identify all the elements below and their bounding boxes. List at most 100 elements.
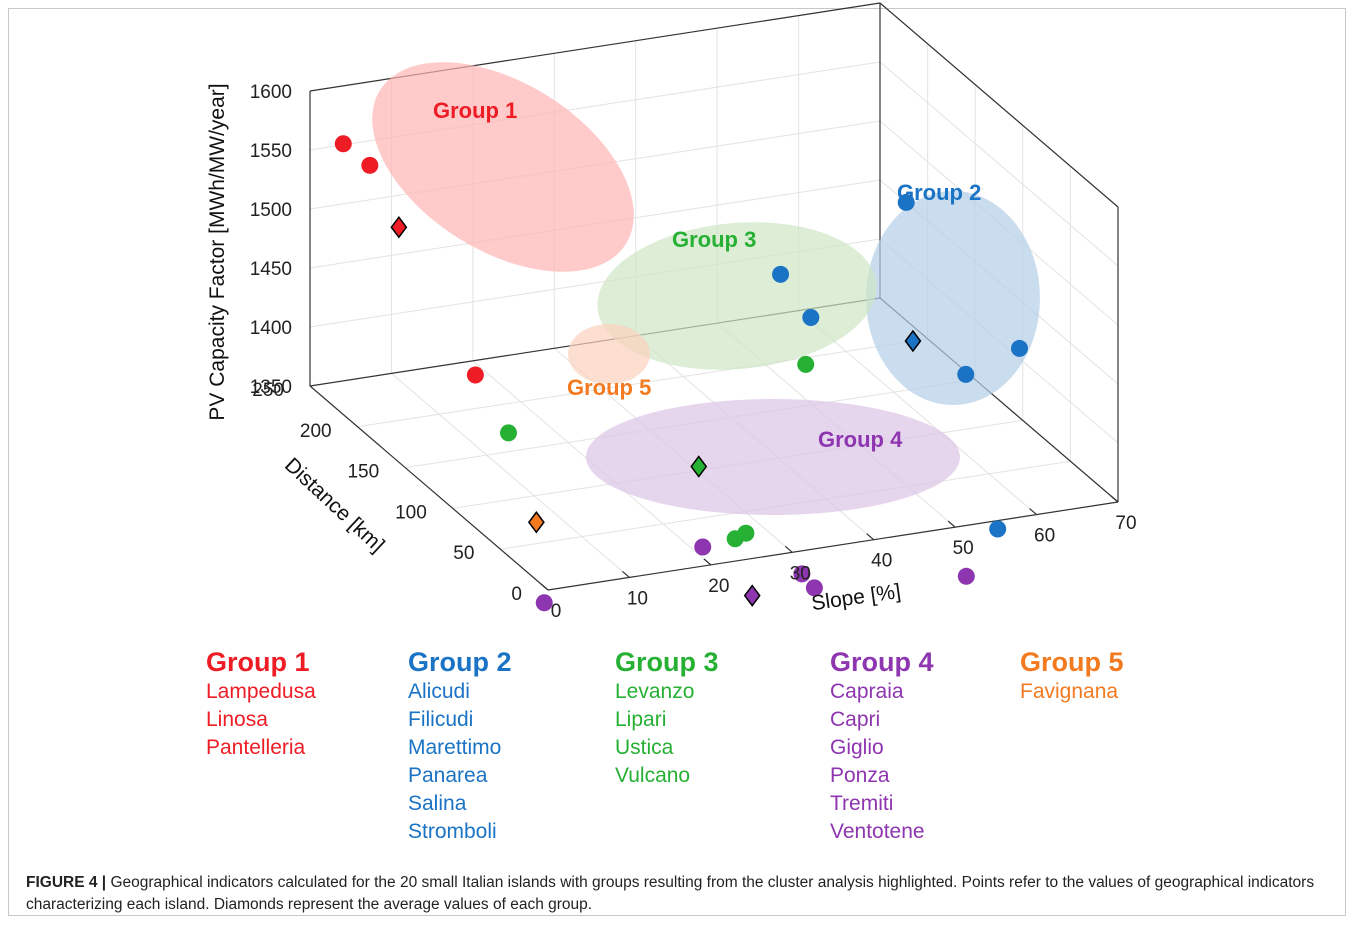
legend-island: Pantelleria — [206, 736, 306, 759]
island-point — [361, 156, 379, 174]
group-ellipse — [597, 222, 877, 370]
island-point — [793, 565, 811, 583]
axis-line — [879, 2, 1119, 208]
y-tick-label: 250 — [252, 380, 284, 401]
z-tick-label: 1450 — [250, 259, 292, 280]
legend-group-title: Group 2 — [408, 647, 512, 677]
tick-mark — [784, 545, 793, 553]
group-mean-diamond — [527, 511, 545, 534]
group-ellipse — [866, 191, 1040, 405]
x-tick-label: 0 — [551, 601, 562, 622]
grid-line — [798, 310, 1037, 515]
y-tick-label: 100 — [395, 502, 427, 523]
island-point — [535, 594, 553, 612]
legend-island: Capri — [830, 708, 881, 731]
island-point — [989, 520, 1007, 538]
legend-group: Group 3 Levanzo Lipari Ustica Vulcano — [615, 646, 719, 790]
island-point — [802, 309, 820, 327]
tick-mark — [540, 583, 549, 591]
island-point — [772, 265, 790, 283]
island-point — [499, 424, 517, 442]
data-points: Group 1 Group 2 Group 3 Group 4 Group 5 — [334, 98, 1028, 612]
tick-mark — [703, 558, 712, 566]
figure-caption: FIGURE 4 | Geographical indicators calcu… — [26, 872, 1326, 916]
group-mean-diamond — [690, 455, 708, 478]
group-mean-diamond — [390, 215, 408, 239]
legend-island: Salina — [408, 792, 467, 815]
x-tick-label: 60 — [1034, 526, 1055, 547]
y-tick-label: 200 — [300, 421, 332, 442]
caption-text: Geographical indicators calculated for t… — [26, 874, 1315, 913]
z-axis-label: PV Capacity Factor [MWh/MW/year] — [206, 83, 229, 420]
x-tick-label: 70 — [1115, 513, 1136, 534]
island-point — [897, 193, 915, 211]
legend-island: Levanzo — [615, 680, 695, 703]
island-point — [694, 538, 712, 556]
legend-group-title: Group 1 — [206, 647, 310, 677]
legend-island: Ventotene — [830, 820, 925, 843]
legend-group-title: Group 4 — [830, 647, 934, 677]
legend-group: Group 2 Alicudi Filicudi Marettimo Panarea Sa… — [408, 646, 512, 846]
island-point — [957, 567, 975, 585]
figure-frame — [8, 8, 1346, 916]
group-label: Group 1 — [433, 98, 517, 123]
x-tick-label: 30 — [790, 563, 811, 584]
legend-island: Stromboli — [408, 820, 497, 843]
legend-island: Panarea — [408, 764, 488, 787]
z-tick-label: 1400 — [250, 318, 292, 339]
legend-group-title: Group 5 — [1020, 647, 1124, 677]
legend-island: Capraia — [830, 680, 904, 703]
legend-group: Group 5 Favignana — [1020, 646, 1124, 706]
group-mean-diamond — [743, 584, 761, 607]
island-point — [466, 366, 484, 384]
tick-mark — [947, 520, 956, 528]
tick-mark — [1029, 508, 1037, 516]
group-mean-diamond — [904, 329, 922, 353]
axis-line — [547, 501, 1119, 591]
group-ellipse — [372, 62, 634, 272]
island-point — [957, 365, 975, 383]
x-tick-label: 20 — [708, 576, 729, 597]
legend-group: Group 1 Lampedusa Linosa Pantelleria — [206, 646, 316, 762]
legend-island: Linosa — [206, 708, 268, 731]
legend-island: Giglio — [830, 736, 884, 759]
legend-island: Lampedusa — [206, 680, 316, 703]
legend-island: Marettimo — [408, 736, 502, 759]
z-tick-label: 1600 — [250, 82, 292, 103]
tick-mark — [1110, 495, 1119, 503]
island-point — [805, 579, 823, 597]
y-tick-label: 0 — [511, 584, 522, 605]
y-tick-label: 50 — [453, 543, 474, 564]
z-tick-label: 1350 — [250, 377, 292, 398]
legend-island: Vulcano — [615, 764, 691, 787]
legend-group-title: Group 3 — [615, 647, 719, 677]
legend-island: Ponza — [830, 764, 890, 787]
grid-line — [391, 373, 630, 578]
legend-island: Favignana — [1020, 680, 1119, 703]
group-ellipses — [372, 62, 1040, 515]
tick-mark — [866, 533, 875, 541]
legend-island: Filicudi — [408, 708, 474, 731]
caption-label: FIGURE 4 | — [26, 874, 107, 891]
tick-mark — [622, 570, 630, 578]
island-point — [334, 135, 352, 153]
group-label: Group 3 — [672, 227, 756, 252]
legend-group: Group 4 Capraia Capri Giglio Ponza Tremiti Ven… — [830, 646, 934, 846]
island-point — [726, 530, 744, 548]
z-tick-label: 1500 — [250, 200, 292, 221]
scatter-3d-chart: Group 1 Group 2 Group 3 Group 4 Group 5 0 10 2… — [206, 2, 1137, 622]
group-label: Group 4 — [818, 427, 903, 452]
x-tick-label: 40 — [871, 551, 892, 572]
grid-line — [879, 61, 1119, 267]
x-tick-label: 10 — [627, 588, 648, 609]
legend-island: Alicudi — [408, 680, 470, 703]
x-tick-label: 50 — [953, 538, 974, 559]
legend-island: Ustica — [615, 736, 674, 759]
x-axis-label: Slope [%] — [810, 580, 902, 615]
group-label: Group 2 — [897, 180, 981, 205]
legend-island: Lipari — [615, 708, 667, 731]
z-tick-label: 1550 — [250, 141, 292, 162]
island-point — [797, 355, 815, 373]
grid-line — [357, 338, 928, 428]
